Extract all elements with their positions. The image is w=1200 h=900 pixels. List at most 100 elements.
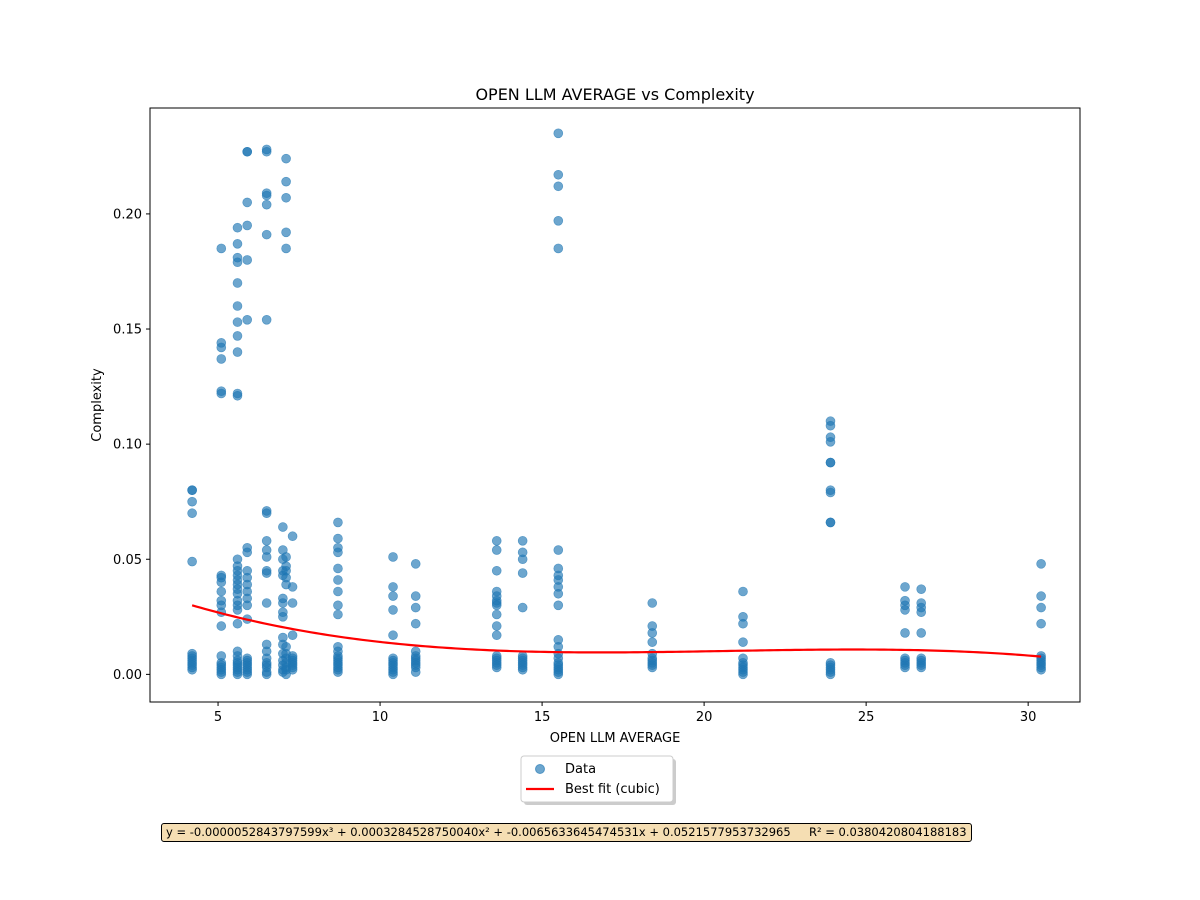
data-point bbox=[333, 563, 343, 574]
y-axis-ticks: 0.00 0.05 0.10 0.15 0.20 bbox=[113, 207, 150, 683]
data-point bbox=[553, 669, 564, 680]
data-point bbox=[647, 637, 658, 647]
legend-data-label: Data bbox=[565, 762, 596, 777]
data-point bbox=[333, 609, 343, 620]
x-tick-label: 10 bbox=[372, 710, 389, 725]
data-point bbox=[900, 628, 910, 638]
data-point bbox=[232, 222, 243, 233]
data-point bbox=[216, 586, 227, 597]
data-point bbox=[553, 128, 564, 139]
data-point bbox=[216, 354, 227, 364]
data-point bbox=[232, 669, 243, 680]
data-point bbox=[410, 602, 421, 613]
legend: Data Best fit (cubic) bbox=[520, 755, 676, 805]
data-point bbox=[333, 586, 343, 597]
data-point bbox=[242, 255, 253, 265]
data-point bbox=[287, 582, 298, 592]
data-point bbox=[261, 199, 272, 210]
x-axis-ticks: 5 10 15 20 25 30 bbox=[214, 702, 1036, 725]
data-point bbox=[242, 600, 253, 611]
data-point bbox=[333, 517, 343, 528]
x-tick-label: 5 bbox=[214, 710, 222, 725]
data-point bbox=[517, 568, 528, 578]
data-point bbox=[232, 257, 243, 268]
legend-data-marker bbox=[535, 764, 545, 774]
data-point bbox=[491, 545, 502, 555]
data-point bbox=[281, 552, 291, 562]
data-point bbox=[1036, 591, 1046, 601]
data-point bbox=[242, 315, 253, 325]
data-point bbox=[333, 575, 343, 585]
data-point bbox=[410, 559, 421, 569]
data-point bbox=[491, 565, 502, 576]
data-point bbox=[553, 181, 564, 192]
data-point bbox=[232, 390, 243, 401]
data-point bbox=[738, 618, 748, 629]
data-point bbox=[187, 556, 197, 567]
data-point bbox=[242, 669, 253, 680]
data-point bbox=[278, 522, 288, 532]
data-point bbox=[261, 229, 272, 240]
data-point bbox=[281, 176, 291, 187]
data-point bbox=[232, 331, 243, 341]
data-point bbox=[1036, 618, 1046, 629]
data-point bbox=[647, 598, 658, 608]
data-point bbox=[216, 669, 227, 680]
data-point bbox=[738, 637, 748, 647]
data-point bbox=[517, 536, 528, 546]
data-point bbox=[242, 197, 253, 208]
data-point bbox=[491, 609, 502, 620]
data-point bbox=[491, 621, 502, 631]
data-point bbox=[261, 315, 272, 325]
data-point bbox=[517, 554, 528, 565]
data-point bbox=[517, 602, 528, 613]
data-point bbox=[916, 662, 927, 673]
y-tick-label: 0.15 bbox=[113, 323, 142, 338]
data-point bbox=[261, 190, 272, 201]
data-point bbox=[232, 347, 243, 357]
data-point bbox=[242, 220, 253, 231]
data-point bbox=[232, 278, 243, 288]
y-tick-label: 0.20 bbox=[113, 207, 142, 222]
data-point bbox=[553, 545, 564, 555]
data-point bbox=[825, 669, 836, 680]
data-point bbox=[825, 517, 836, 528]
data-point bbox=[187, 496, 197, 507]
chart-title: OPEN LLM AVERAGE vs Complexity bbox=[475, 85, 754, 104]
y-tick-label: 0.05 bbox=[113, 553, 142, 568]
plot-area bbox=[149, 107, 1081, 703]
data-point bbox=[261, 508, 272, 519]
data-point bbox=[738, 669, 748, 680]
data-point bbox=[261, 536, 272, 546]
data-point bbox=[281, 227, 291, 238]
data-point bbox=[187, 664, 197, 675]
data-point bbox=[281, 192, 291, 203]
data-point bbox=[281, 669, 291, 680]
data-point bbox=[900, 582, 910, 592]
data-point bbox=[232, 605, 243, 615]
data-point bbox=[261, 598, 272, 608]
data-point bbox=[900, 605, 910, 615]
data-point bbox=[281, 153, 291, 164]
data-point bbox=[388, 582, 398, 592]
best-fit-line bbox=[191, 604, 1042, 658]
data-point bbox=[278, 612, 288, 622]
data-point bbox=[553, 216, 564, 226]
fit-equation-annotation: y = -0.0000052843797599x³ + 0.0003284528… bbox=[161, 823, 972, 842]
data-point bbox=[232, 239, 243, 249]
data-point bbox=[261, 146, 272, 157]
data-point bbox=[333, 600, 343, 611]
data-point bbox=[187, 508, 197, 519]
x-tick-label: 15 bbox=[534, 710, 551, 725]
data-point bbox=[491, 600, 502, 611]
data-point bbox=[916, 584, 927, 594]
data-point bbox=[388, 605, 398, 615]
data-point bbox=[232, 317, 243, 327]
data-point bbox=[1036, 602, 1046, 613]
data-point bbox=[388, 552, 398, 562]
data-point bbox=[216, 243, 227, 254]
data-point bbox=[410, 591, 421, 601]
data-point bbox=[825, 487, 836, 498]
data-point bbox=[287, 664, 298, 675]
data-point bbox=[1036, 559, 1046, 569]
